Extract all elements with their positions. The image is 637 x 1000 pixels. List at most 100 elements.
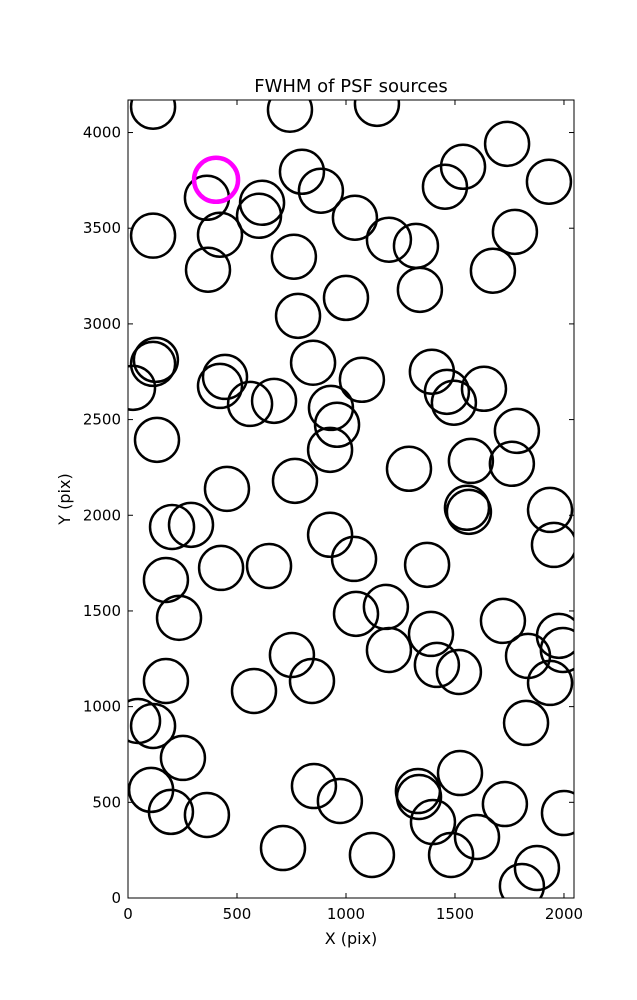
psf-source-marker <box>128 364 157 412</box>
psf-source-marker <box>479 597 527 645</box>
psf-source-marker <box>197 544 245 592</box>
psf-source-marker <box>491 208 539 256</box>
psf-source-marker <box>513 844 561 892</box>
psf-source-marker <box>322 274 370 322</box>
y-tick-label: 3000 <box>83 315 121 333</box>
psf-source-marker <box>289 339 337 386</box>
y-tick-label: 4000 <box>83 124 121 142</box>
psf-source-marker <box>413 641 461 689</box>
psf-source-marker <box>274 292 322 340</box>
psf-source-marker <box>353 100 401 128</box>
psf-source-marker <box>183 791 231 839</box>
psf-source-marker <box>271 457 319 505</box>
psf-source-marker <box>443 484 491 532</box>
psf-source-marker <box>460 365 508 413</box>
x-tick-label: 1500 <box>436 905 474 923</box>
psf-source-marker <box>147 788 195 836</box>
x-axis-label: X (pix) <box>325 929 378 948</box>
psf-source-marker <box>421 163 469 210</box>
psf-source-marker <box>436 749 484 797</box>
y-tick-label: 3500 <box>83 219 121 237</box>
psf-source-marker <box>155 594 203 642</box>
psf-source-marker <box>331 194 379 241</box>
psf-source-marker <box>203 465 251 513</box>
x-tick-label: 500 <box>223 905 252 923</box>
psf-source-marker <box>469 247 517 294</box>
psf-source-marker <box>148 503 196 551</box>
psf-source-marker <box>427 831 475 879</box>
psf-source-marker <box>453 813 501 861</box>
psf-source-marker <box>348 831 396 879</box>
psf-source-marker <box>313 401 361 448</box>
psf-source-marker <box>133 416 181 464</box>
psf-source-marker <box>191 155 241 205</box>
psf-source-marker <box>403 541 451 589</box>
psf-source-marker <box>230 667 278 715</box>
psf-source-marker <box>266 100 314 134</box>
psf-source-marker <box>268 631 316 679</box>
psf-source-marker <box>525 158 573 205</box>
chart-title: FWHM of PSF sources <box>254 76 448 97</box>
psf-source-marker <box>297 167 345 214</box>
y-axis-label: Y (pix) <box>55 473 74 525</box>
psf-source-marker <box>430 379 478 426</box>
psf-source-marker <box>481 780 529 828</box>
psf-source-marker <box>250 377 298 425</box>
psf-source-marker <box>498 862 546 898</box>
psf-source-marker <box>526 659 574 707</box>
psf-source-marker <box>159 734 207 782</box>
psf-source-marker <box>365 626 413 674</box>
psf-source-marker <box>330 535 378 583</box>
psf-source-marker <box>245 542 293 590</box>
psf-source-marker <box>365 216 413 263</box>
y-tick-label: 1000 <box>83 698 121 716</box>
psf-source-marker <box>483 120 531 168</box>
psf-source-marker <box>142 657 190 705</box>
psf-source-marker <box>423 368 471 416</box>
psf-source-marker <box>142 556 190 604</box>
psf-source-marker <box>129 212 177 259</box>
psf-source-marker <box>407 610 455 658</box>
psf-source-marker <box>439 143 487 191</box>
psf-source-marker <box>129 100 177 130</box>
psf-source-marker <box>447 437 495 485</box>
psf-source-marker <box>539 626 574 674</box>
psf-source-marker <box>316 777 364 825</box>
psf-source-marker <box>332 590 380 638</box>
psf-source-marker <box>395 773 443 821</box>
y-tick-label: 1500 <box>83 602 121 620</box>
y-tick-label: 2500 <box>83 411 121 429</box>
psf-source-marker <box>184 246 232 293</box>
psf-source-marker <box>196 211 244 258</box>
psf-source-marker <box>502 699 550 747</box>
psf-source-marker <box>288 657 336 705</box>
psf-source-marker <box>530 521 574 569</box>
psf-source-marker <box>259 824 307 872</box>
psf-source-marker <box>270 233 318 280</box>
psf-source-marker <box>167 501 215 549</box>
psf-source-marker <box>493 407 541 455</box>
psf-source-marker <box>306 511 354 559</box>
psf-source-marker <box>338 356 386 404</box>
psf-source-marker <box>278 148 326 196</box>
x-tick-label: 1000 <box>327 905 365 923</box>
psf-source-marker <box>445 488 493 536</box>
x-tick-label: 0 <box>123 905 133 923</box>
psf-source-marker <box>526 486 574 534</box>
psf-source-marker <box>385 445 433 493</box>
plot-area <box>128 100 574 898</box>
psf-source-marker <box>129 702 177 750</box>
psf-source-marker <box>129 340 177 388</box>
y-tick-label: 0 <box>111 889 121 907</box>
plot-frame <box>127 99 575 899</box>
y-tick-label: 2000 <box>83 506 121 524</box>
psf-source-marker <box>226 380 274 428</box>
psf-source-marker <box>196 362 244 410</box>
x-tick-label: 2000 <box>545 905 583 923</box>
y-tick-label: 500 <box>92 793 121 811</box>
psf-source-marker <box>540 789 574 837</box>
psf-source-marker <box>235 192 283 240</box>
psf-source-marker <box>435 648 483 696</box>
